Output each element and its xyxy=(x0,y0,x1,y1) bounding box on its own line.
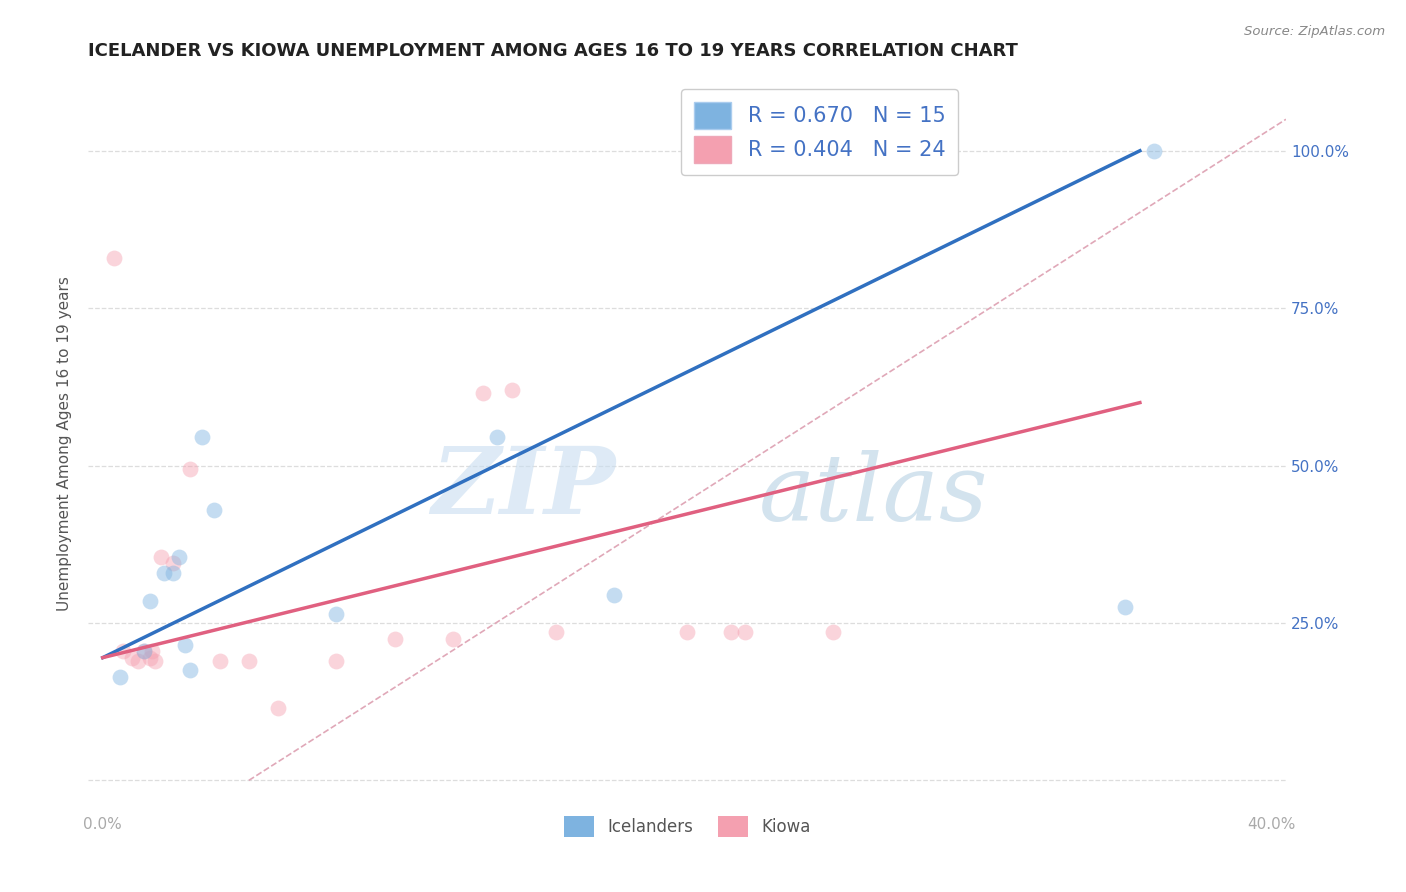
Point xyxy=(143,654,166,668)
Point xyxy=(112,644,135,658)
Legend: Icelanders, Kiowa: Icelanders, Kiowa xyxy=(557,809,817,844)
Point xyxy=(121,650,143,665)
Point xyxy=(132,644,155,658)
Point xyxy=(325,654,347,668)
Point xyxy=(720,625,742,640)
Point xyxy=(162,566,184,580)
Point xyxy=(1143,144,1166,158)
Text: ICELANDER VS KIOWA UNEMPLOYMENT AMONG AGES 16 TO 19 YEARS CORRELATION CHART: ICELANDER VS KIOWA UNEMPLOYMENT AMONG AG… xyxy=(89,42,1018,60)
Point xyxy=(138,650,160,665)
Point xyxy=(441,632,464,646)
Point xyxy=(127,654,149,668)
Point xyxy=(384,632,406,646)
Point xyxy=(238,654,260,668)
Point xyxy=(325,607,347,621)
Point xyxy=(179,663,201,677)
Point xyxy=(1114,600,1136,615)
Point xyxy=(486,430,509,444)
Point xyxy=(179,461,201,475)
Y-axis label: Unemployment Among Ages 16 to 19 years: Unemployment Among Ages 16 to 19 years xyxy=(58,277,72,611)
Text: ZIP: ZIP xyxy=(430,442,616,533)
Point xyxy=(544,625,567,640)
Point xyxy=(150,549,173,564)
Text: atlas: atlas xyxy=(759,450,988,541)
Point xyxy=(603,588,626,602)
Point xyxy=(501,383,523,397)
Point xyxy=(267,701,290,715)
Point xyxy=(103,251,125,265)
Point xyxy=(734,625,756,640)
Point xyxy=(162,556,184,570)
Point xyxy=(471,386,494,401)
Point xyxy=(153,566,176,580)
Point xyxy=(191,430,214,444)
Point xyxy=(676,625,699,640)
Point xyxy=(110,669,132,683)
Point xyxy=(823,625,845,640)
Text: Source: ZipAtlas.com: Source: ZipAtlas.com xyxy=(1244,25,1385,38)
Point xyxy=(138,594,160,608)
Point xyxy=(132,644,155,658)
Point xyxy=(173,638,195,652)
Point xyxy=(202,502,225,516)
Point xyxy=(167,549,190,564)
Point xyxy=(141,644,163,658)
Point xyxy=(208,654,231,668)
